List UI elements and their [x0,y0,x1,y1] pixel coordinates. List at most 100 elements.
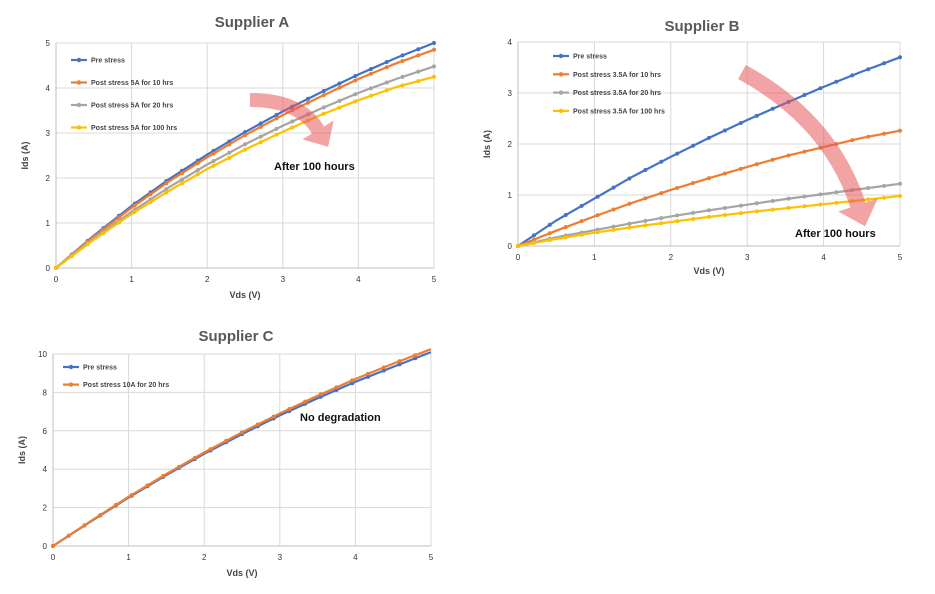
data-point [659,191,664,196]
data-point [337,81,342,86]
data-point [321,111,326,116]
data-point [369,86,373,91]
data-point [274,132,279,137]
series-line [55,41,435,269]
y-tick-label: 4 [508,38,513,47]
y-tick-label: 8 [43,388,48,397]
y-tick-label: 4 [46,84,51,93]
data-point [707,135,711,140]
data-point [381,368,386,373]
legend: Pre stress Post stress 10A for 20 hrs [63,365,169,389]
data-point [416,79,421,84]
data-point [770,207,775,212]
data-point [547,231,552,236]
data-point [627,225,632,230]
x-tick-label: 1 [129,275,134,284]
data-point [659,216,664,221]
x-tick-label: 3 [281,275,286,284]
data-point [400,83,405,88]
data-point [738,203,743,208]
series-line [55,65,435,269]
data-point [148,192,153,197]
x-axis-label: Vds (V) [226,568,257,578]
data-point [384,65,389,70]
data-point [754,209,759,214]
data-point [882,131,887,136]
data-point [413,356,418,361]
data-point [754,113,759,118]
data-point [54,266,58,270]
legend-entry-label: Post stress 5A for 100 hrs [91,125,177,132]
data-point [563,213,568,218]
data-point [258,134,263,139]
data-point [51,544,55,548]
data-point [691,210,696,215]
data-point [850,138,855,143]
legend: Pre stress Post stress 3.5A for 10 hrs Pos… [553,54,665,115]
data-point [882,183,887,188]
y-tick-label: 0 [43,542,48,551]
legend-entry-label: Post stress 5A for 20 hrs [91,103,173,110]
data-point [148,197,153,202]
y-axis-label: Ids (A) [17,436,27,464]
data-point [384,88,389,93]
data-point [818,192,823,197]
data-point [132,210,137,215]
y-tick-label: 4 [43,465,48,474]
data-point [595,213,600,218]
data-point [306,96,310,101]
x-tick-label: 4 [821,253,826,262]
legend-entry-label: Post stress 10A for 20 hrs [83,382,169,389]
data-point [69,254,74,259]
data-point [882,195,887,200]
annotation-text: After 100 hours [274,161,355,173]
data-point [337,105,342,110]
data-point [145,483,150,488]
data-point [353,74,358,78]
data-point [898,181,902,186]
data-point [117,215,121,220]
arrow-head [838,198,878,227]
data-point [738,211,743,216]
data-point [400,53,405,58]
legend-entry-label: Post stress 3.5A for 10 hrs [573,72,661,79]
data-point [369,93,373,98]
y-tick-label: 5 [46,39,51,48]
legend-entry-label: Pre stress [573,54,607,61]
data-point [321,93,326,98]
data-point [754,162,759,167]
data-point [211,163,216,168]
degradation-arrow [249,93,334,147]
data-point [243,142,247,147]
data-point [148,200,153,205]
x-axis-label: Vds (V) [693,266,724,276]
data-point [400,59,405,63]
data-point [547,222,552,227]
data-point [66,533,71,538]
data-point [834,200,839,205]
data-point [413,353,418,358]
series-line [52,348,432,547]
data-point [643,218,648,223]
data-point [818,86,823,91]
data-point [227,150,232,155]
y-tick-label: 2 [46,174,51,183]
data-point [243,133,247,138]
data-point [227,139,232,144]
legend-swatch-marker [68,382,74,387]
x-tick-label: 5 [432,275,437,284]
data-point [101,231,106,236]
data-point [227,142,232,147]
data-point [290,119,295,124]
chart-supplier-b: Supplier B 0 1 2 3 4 5 0 1 2 3 4 Vds (V) Ids (A) Pre s… [482,18,903,276]
data-point [85,242,90,247]
data-point [802,204,807,209]
data-point [164,181,169,186]
data-point [611,207,616,212]
data-point [211,151,216,156]
data-point [627,221,632,226]
data-point [675,219,680,224]
data-point [611,224,616,229]
data-point [818,202,823,207]
x-tick-label: 4 [353,553,358,562]
